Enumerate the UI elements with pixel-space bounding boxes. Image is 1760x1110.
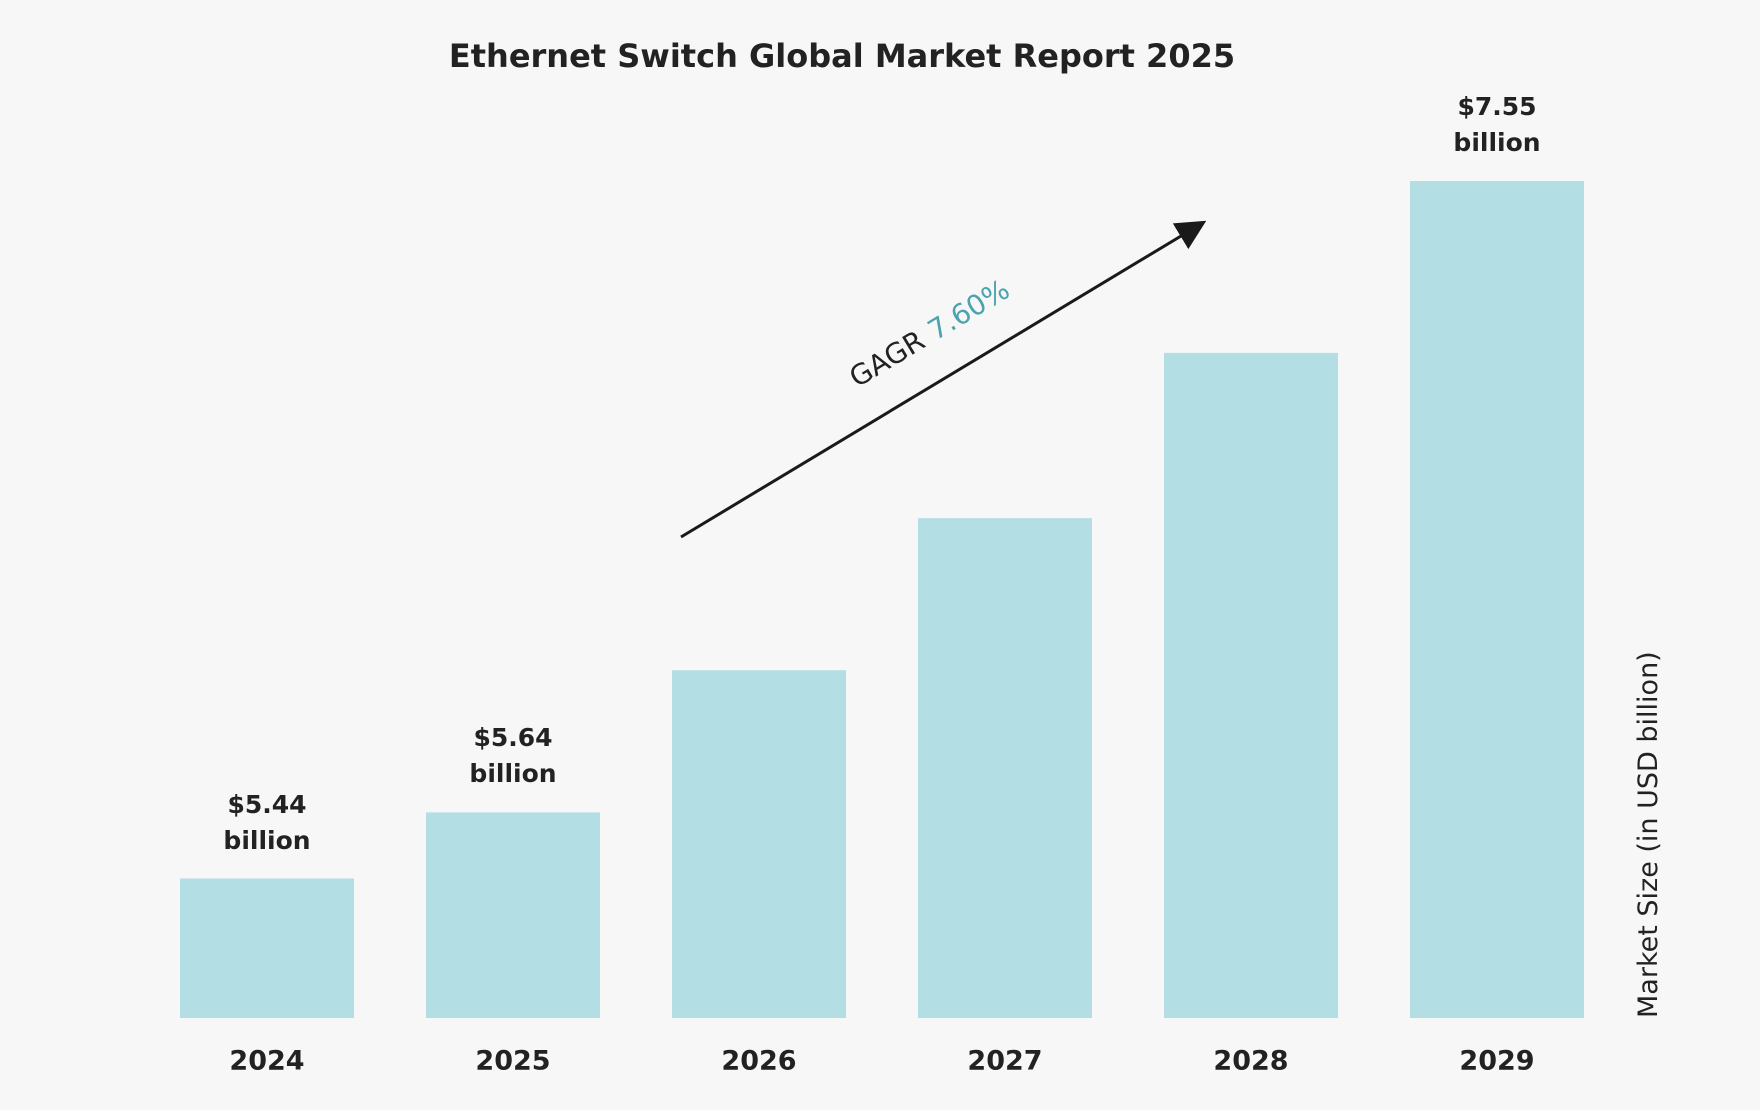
bar xyxy=(672,670,846,1018)
bar xyxy=(426,812,600,1018)
bar xyxy=(1410,181,1584,1018)
value-label: $5.64 billion xyxy=(469,723,557,789)
chart-title: Ethernet Switch Global Market Report 202… xyxy=(449,37,1235,75)
bar xyxy=(918,518,1092,1018)
x-tick-label: 2025 xyxy=(475,1046,550,1077)
bar xyxy=(1164,352,1338,1018)
x-tick-label: 2026 xyxy=(721,1046,796,1077)
x-tick-label: 2028 xyxy=(1213,1046,1288,1077)
value-label: $5.44 billion xyxy=(223,789,311,855)
x-tick-label: 2029 xyxy=(1459,1046,1534,1077)
y-axis-label: Market Size (in USD billion) xyxy=(1633,651,1664,1018)
bar xyxy=(180,878,354,1018)
value-label: $7.55 billion xyxy=(1453,92,1541,157)
x-tick-label: 2024 xyxy=(229,1046,304,1077)
annotation-label: GAGR xyxy=(844,324,931,394)
annotation: GAGR7.60% xyxy=(844,273,1016,394)
annotation-value: 7.60% xyxy=(922,273,1015,347)
growth-arrow xyxy=(680,220,1207,539)
x-tick-label: 2027 xyxy=(967,1046,1042,1077)
